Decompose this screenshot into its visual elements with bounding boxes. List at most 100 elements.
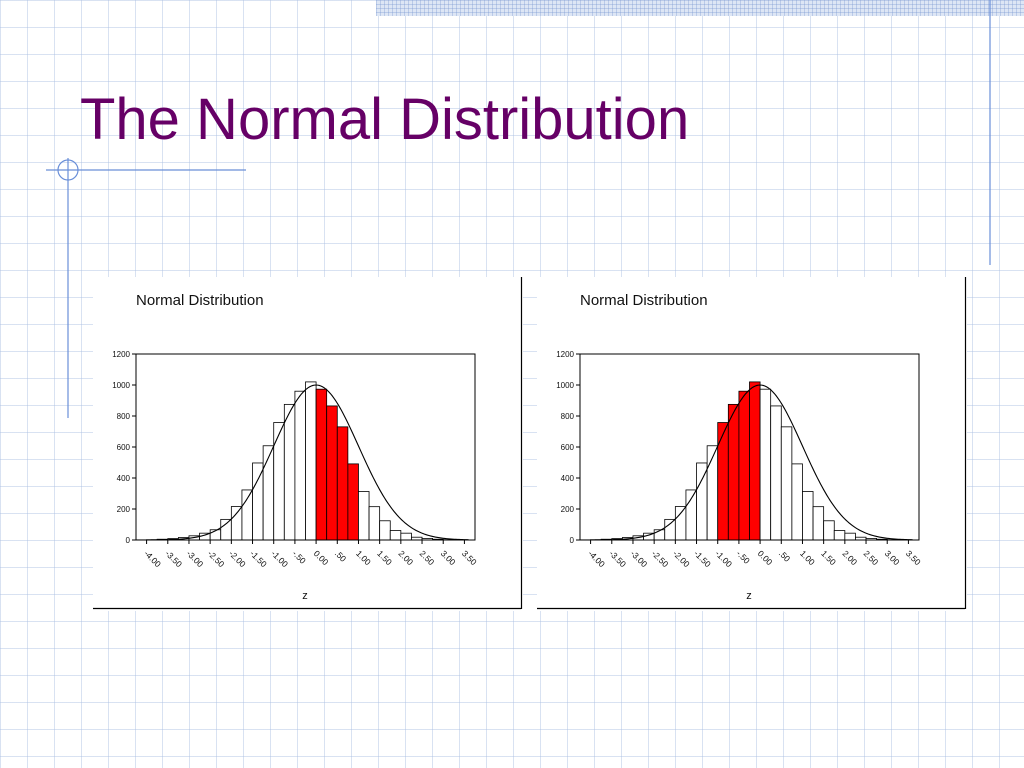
bar <box>685 489 697 541</box>
x-tick-label: 3.00 <box>439 548 458 567</box>
bar <box>379 520 391 541</box>
y-tick-label: 600 <box>561 443 575 452</box>
x-tick-label: -1.00 <box>713 548 734 569</box>
x-tick-label: 2.00 <box>396 548 415 567</box>
bar <box>283 403 296 541</box>
x-axis-label: z <box>746 590 752 602</box>
bar <box>252 462 264 541</box>
curve-group <box>594 384 913 541</box>
bar <box>389 530 402 541</box>
y-tick-label: 200 <box>117 505 131 514</box>
x-tick-label: -4.00 <box>586 548 607 569</box>
x-tick-label: -3.00 <box>185 548 206 569</box>
x-tick-label: -2.50 <box>206 548 227 569</box>
x-tick-label: -2.00 <box>227 548 248 569</box>
bar <box>305 381 317 541</box>
y-tick-label: 400 <box>117 474 131 483</box>
bar <box>706 445 719 541</box>
bar <box>262 445 275 541</box>
y-ticks-group: 1200 1000 800 600 400 200 0 <box>556 350 580 545</box>
curve-group <box>150 384 469 541</box>
x-tick-label: -.50 <box>734 548 752 566</box>
bar <box>664 518 676 541</box>
histogram-chart-left: Normal Distribution z 1200 1000 800 600 400 2… <box>93 277 523 610</box>
bar <box>696 462 708 541</box>
x-tick-label: -2.00 <box>671 548 692 569</box>
x-tick-label: 2.50 <box>418 548 437 567</box>
x-tick-label: -1.50 <box>248 548 269 569</box>
x-tick-label: -2.50 <box>650 548 671 569</box>
normal-curve <box>150 384 469 541</box>
x-tick-label: -3.50 <box>163 548 184 569</box>
bar <box>759 388 772 541</box>
x-tick-label: -4.00 <box>142 548 163 569</box>
bar-highlighted <box>727 403 740 541</box>
x-tick-label: 1.50 <box>375 548 394 567</box>
x-tick-label: 0.00 <box>312 548 331 567</box>
x-tick-label: .50 <box>777 548 793 564</box>
x-tick-label: 3.00 <box>883 548 902 567</box>
chart-panel-left: Normal Distribution z 1200 1000 800 600 400 2… <box>93 277 523 611</box>
bar <box>294 390 306 541</box>
bar-highlighted <box>347 463 359 541</box>
y-tick-label: 800 <box>117 412 131 421</box>
x-ticks-group: -4.00 -3.50 -3.00 -2.50 -2.00 -1.50 -1.00 -.50 0… <box>586 540 923 569</box>
bar <box>770 405 782 541</box>
histogram-chart-right: Normal Distribution z 1200 1000 800 600 400 2… <box>537 277 967 610</box>
bar <box>812 506 825 541</box>
x-tick-label: -1.00 <box>269 548 290 569</box>
bar <box>823 520 835 541</box>
y-ticks-group: 1200 1000 800 600 400 200 0 <box>112 350 136 545</box>
bar-highlighted <box>738 390 750 541</box>
x-tick-label: 2.50 <box>862 548 881 567</box>
y-tick-label: 1000 <box>556 381 574 390</box>
bar <box>358 491 370 541</box>
bars-group <box>135 381 465 541</box>
x-tick-label: 3.50 <box>904 548 923 567</box>
x-tick-label: 3.50 <box>460 548 479 567</box>
y-tick-label: 1200 <box>112 350 130 359</box>
bar-highlighted <box>717 422 729 541</box>
accent-circle <box>57 159 79 181</box>
x-tick-label: .50 <box>333 548 349 564</box>
bar <box>241 489 253 541</box>
x-axis-label: z <box>302 590 308 602</box>
top-decorative-band <box>376 0 1024 16</box>
bar <box>802 491 814 541</box>
normal-curve <box>594 384 913 541</box>
chart-panel-right: Normal Distribution z 1200 1000 800 600 400 2… <box>537 277 967 611</box>
y-tick-label: 0 <box>570 536 575 545</box>
x-ticks-group: -4.00 -3.50 -3.00 -2.50 -2.00 -1.50 -1.00 -.50 0… <box>142 540 479 569</box>
y-tick-label: 600 <box>117 443 131 452</box>
y-tick-label: 200 <box>561 505 575 514</box>
y-tick-label: 1000 <box>112 381 130 390</box>
bar <box>273 422 285 541</box>
bar-highlighted <box>336 426 349 541</box>
y-tick-label: 1200 <box>556 350 574 359</box>
bar-highlighted <box>326 405 338 541</box>
chart-title: Normal Distribution <box>136 292 264 309</box>
bar <box>833 530 846 541</box>
x-tick-label: 1.50 <box>819 548 838 567</box>
bar <box>230 506 243 541</box>
bar-highlighted <box>749 381 761 541</box>
x-tick-label: 1.00 <box>798 548 817 567</box>
chart-title: Normal Distribution <box>580 292 708 309</box>
x-tick-label: -1.50 <box>692 548 713 569</box>
bar <box>368 506 381 541</box>
x-tick-label: 1.00 <box>354 548 373 567</box>
x-tick-label: -.50 <box>290 548 308 566</box>
x-tick-label: -3.50 <box>607 548 628 569</box>
y-tick-label: 0 <box>126 536 131 545</box>
y-tick-label: 800 <box>561 412 575 421</box>
x-tick-label: 2.00 <box>840 548 859 567</box>
slide-title: The Normal Distribution <box>80 87 690 152</box>
bar <box>220 518 232 541</box>
y-tick-label: 400 <box>561 474 575 483</box>
bar <box>400 532 412 541</box>
bar-highlighted <box>315 388 328 541</box>
x-tick-label: 0.00 <box>756 548 775 567</box>
bar <box>791 463 803 541</box>
bar <box>844 532 856 541</box>
